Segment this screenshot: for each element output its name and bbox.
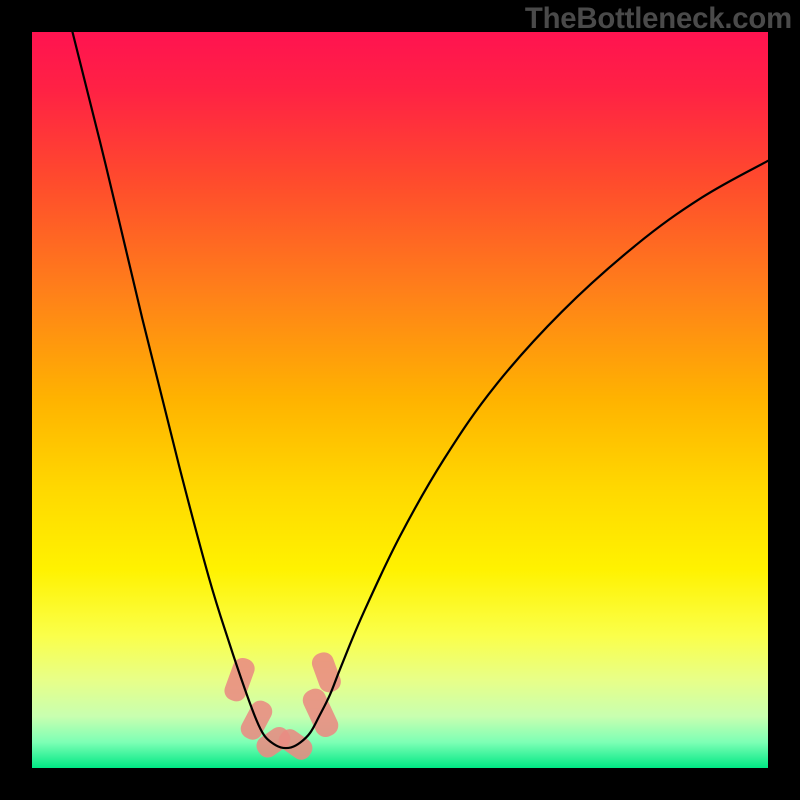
chart-plot-area [32,32,768,768]
chart-svg [32,32,768,768]
chart-frame: TheBottleneck.com [0,0,800,800]
chart-background [32,32,768,768]
watermark-label: TheBottleneck.com [525,2,792,36]
